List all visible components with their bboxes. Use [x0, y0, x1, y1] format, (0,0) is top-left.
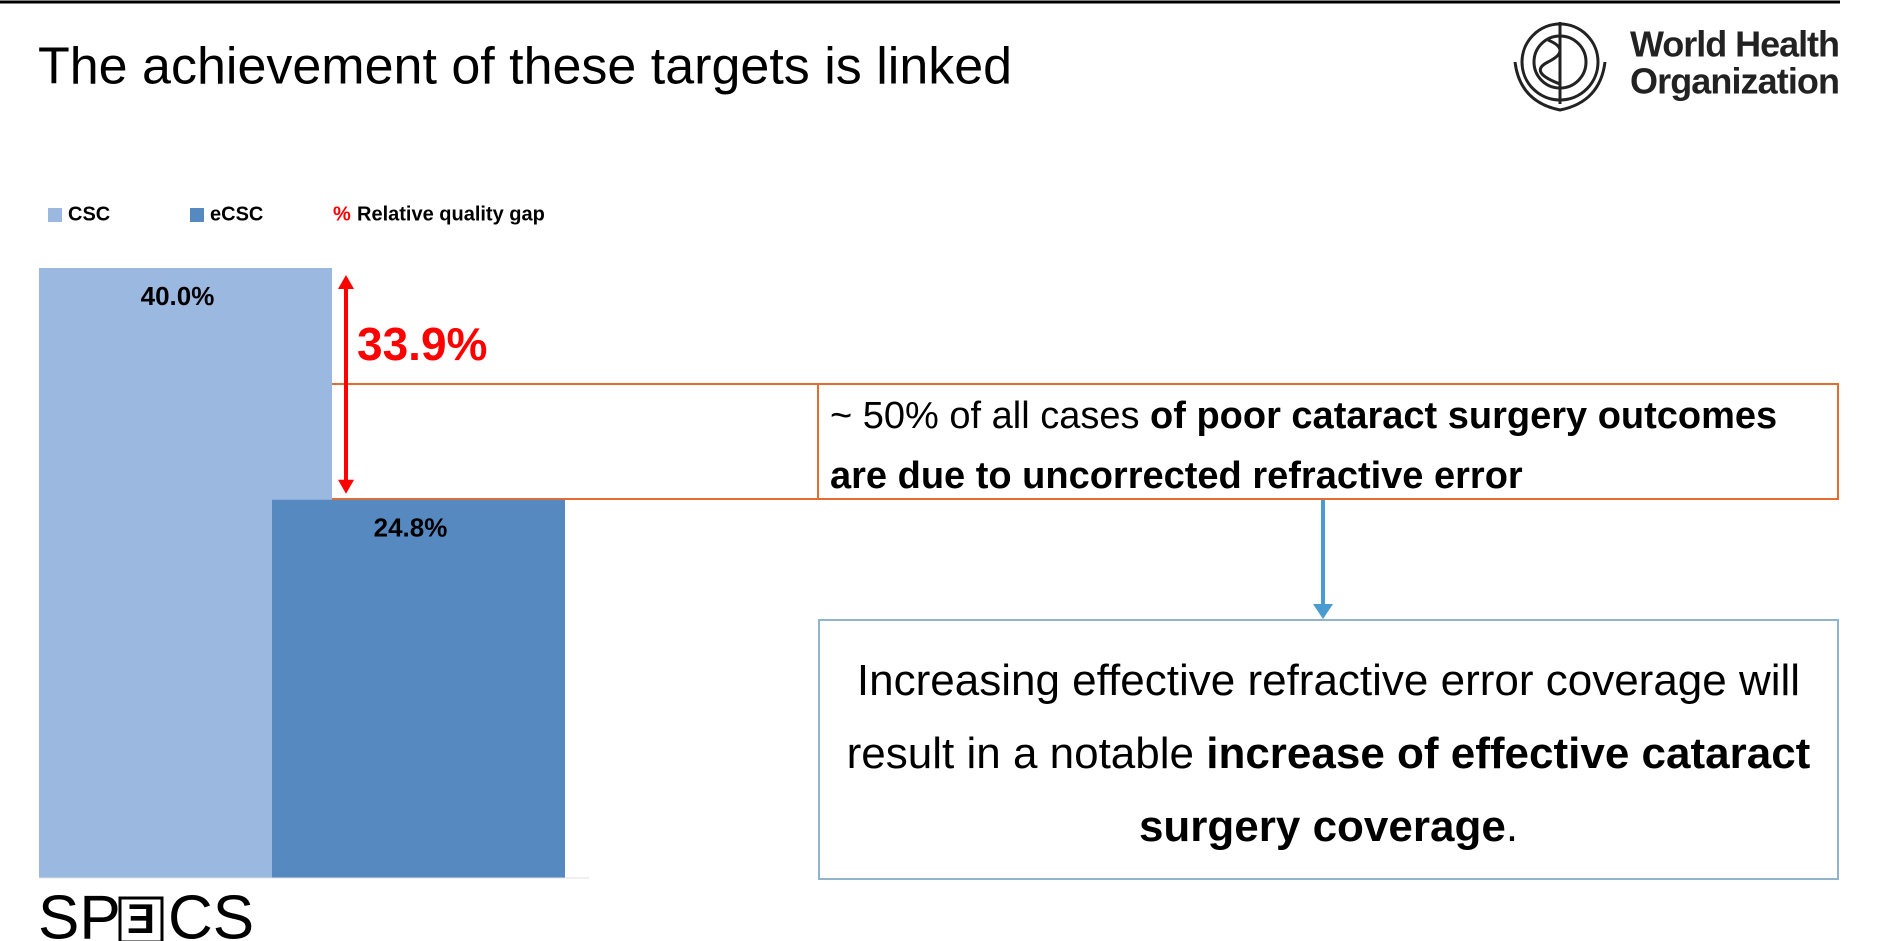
- value-label: 40.0%: [141, 281, 215, 311]
- bar: [272, 499, 565, 878]
- callout-part: ~ 50% of all cases: [830, 395, 1151, 437]
- flow-arrow-head: [1313, 604, 1333, 619]
- callout-text: ~ 50% of all cases of poor cataract surg…: [830, 386, 1830, 506]
- gap-arrow-head: [338, 275, 354, 289]
- conclusion-box: [818, 619, 1839, 880]
- specs-logo-box: [118, 896, 164, 941]
- callout-part: of poor cataract surgery outcomes are du…: [830, 395, 1778, 497]
- legend-label: CSC: [68, 203, 110, 225]
- conclusion-part: Increasing effective refractive error co…: [846, 656, 1801, 778]
- legend-label: eCSC: [210, 203, 263, 225]
- legend-label: Relative quality gap: [357, 203, 545, 225]
- who-text: Organization: [1630, 61, 1840, 102]
- legend-swatch: [48, 208, 62, 222]
- specs-logo: SP: [38, 883, 121, 941]
- specs-logo: Ǝ: [127, 895, 155, 941]
- who-emblem: [1513, 22, 1607, 112]
- legend-swatch: [190, 208, 204, 222]
- legend-symbol: %: [333, 203, 351, 225]
- title: The achievement of these targets is link…: [38, 38, 1012, 96]
- conclusion-text: Increasing effective refractive error co…: [825, 644, 1832, 863]
- conclusion-part: increase of effective cataract surgery c…: [1138, 729, 1811, 851]
- specs-logo: CS: [168, 883, 254, 941]
- gap-arrow-head: [338, 479, 354, 494]
- value-label: 24.8%: [374, 513, 448, 543]
- who-text: World Health: [1630, 24, 1840, 65]
- callout-box: [817, 383, 1839, 500]
- conclusion-part: .: [1505, 802, 1519, 851]
- chart: CSC 40.0% eCSC 24.8%% Relative quality gap 33…: [39, 203, 589, 879]
- gap-label: 33.9%: [357, 318, 487, 370]
